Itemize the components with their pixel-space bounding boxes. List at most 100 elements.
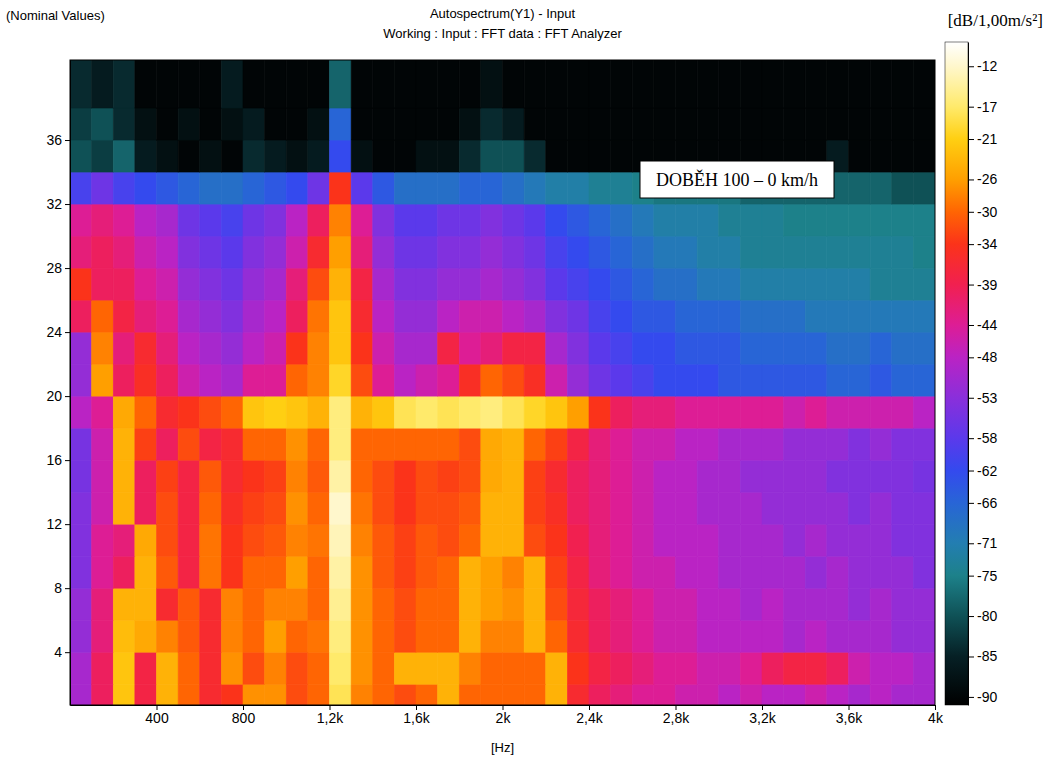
heatmap-cell xyxy=(286,268,308,300)
colorbar-axis-line xyxy=(968,43,969,706)
heatmap-cell xyxy=(503,620,525,652)
heatmap-cell xyxy=(221,108,243,140)
heatmap-cell xyxy=(697,300,719,332)
heatmap-cell xyxy=(373,364,395,396)
heatmap-cell xyxy=(157,684,179,705)
colorbar-tick: -44 xyxy=(968,317,997,333)
heatmap-cell xyxy=(719,428,741,460)
heatmap-cell xyxy=(459,556,481,588)
heatmap-cell xyxy=(330,172,352,204)
y-tick-label: 36 xyxy=(46,132,62,148)
heatmap-cell xyxy=(697,620,719,652)
heatmap-cell xyxy=(913,428,935,460)
heatmap-cell xyxy=(330,364,352,396)
heatmap-cell xyxy=(394,428,416,460)
heatmap-cell xyxy=(589,460,611,492)
y-tick-label: 4 xyxy=(54,644,62,660)
heatmap-cell xyxy=(676,556,698,588)
colorbar-tick-mark xyxy=(968,285,974,286)
heatmap-cell xyxy=(740,620,762,652)
heatmap-cell xyxy=(654,332,676,364)
heatmap-cell xyxy=(70,268,92,300)
heatmap-cell xyxy=(524,60,546,108)
heatmap-cell xyxy=(503,332,525,364)
heatmap-cell xyxy=(740,556,762,588)
colorbar-tick-label: -71 xyxy=(977,535,997,551)
heatmap-cell xyxy=(805,652,827,684)
heatmap-cell xyxy=(567,268,589,300)
y-tick: 16 xyxy=(46,452,70,468)
heatmap-cell xyxy=(459,60,481,108)
heatmap-cell xyxy=(351,460,373,492)
heatmap-cell xyxy=(351,364,373,396)
heatmap-cell xyxy=(632,364,654,396)
heatmap-cell xyxy=(762,364,784,396)
heatmap-cell xyxy=(611,492,633,524)
heatmap-cell xyxy=(243,172,265,204)
heatmap-cell xyxy=(330,428,352,460)
heatmap-cell xyxy=(503,204,525,236)
heatmap-cell xyxy=(373,140,395,172)
heatmap-cell xyxy=(351,332,373,364)
colorbar-tick: -39 xyxy=(968,277,997,293)
heatmap-cell xyxy=(827,236,849,268)
heatmap-cell xyxy=(740,460,762,492)
colorbar-tick-mark xyxy=(968,212,974,213)
heatmap-cell xyxy=(308,60,330,108)
heatmap-cell xyxy=(221,140,243,172)
heatmap-cell xyxy=(373,684,395,705)
heatmap-cell xyxy=(265,60,287,108)
heatmap-cell xyxy=(394,684,416,705)
heatmap-cell xyxy=(416,236,438,268)
heatmap-cell xyxy=(740,652,762,684)
heatmap-cell xyxy=(740,684,762,705)
heatmap-cell xyxy=(827,396,849,428)
heatmap-cell xyxy=(351,684,373,705)
heatmap-cell xyxy=(308,204,330,236)
colorbar-tick-mark xyxy=(968,438,974,439)
heatmap-cell xyxy=(589,172,611,204)
heatmap-cell xyxy=(503,492,525,524)
heatmap-cell xyxy=(70,140,92,172)
heatmap-cell xyxy=(849,492,871,524)
heatmap-cell xyxy=(503,172,525,204)
heatmap-cell xyxy=(524,108,546,140)
colorbar-label: [dB/1,00m/s²] xyxy=(948,11,1043,30)
heatmap-cell xyxy=(265,108,287,140)
heatmap-cell xyxy=(849,556,871,588)
y-tick-label: 28 xyxy=(46,260,62,276)
heatmap-cell xyxy=(719,684,741,705)
heatmap-cell xyxy=(567,524,589,556)
y-tick-mark xyxy=(65,652,70,653)
heatmap-cell xyxy=(654,524,676,556)
heatmap-cell xyxy=(870,524,892,556)
heatmap-cell xyxy=(243,396,265,428)
heatmap-cell xyxy=(416,268,438,300)
heatmap-cell xyxy=(481,140,503,172)
heatmap-cell xyxy=(589,556,611,588)
heatmap-cell xyxy=(589,492,611,524)
heatmap-cell xyxy=(892,460,914,492)
heatmap-cell xyxy=(697,204,719,236)
y-tick-label: 20 xyxy=(46,388,62,404)
heatmap-cell xyxy=(178,620,200,652)
heatmap-cell xyxy=(567,588,589,620)
heatmap-cell xyxy=(546,140,568,172)
heatmap-cell xyxy=(892,492,914,524)
heatmap-cell xyxy=(697,364,719,396)
colorbar-tick-label: -21 xyxy=(977,131,997,147)
heatmap-cell xyxy=(351,236,373,268)
heatmap-cell xyxy=(849,460,871,492)
heatmap-cell xyxy=(546,460,568,492)
heatmap-cell xyxy=(70,236,92,268)
heatmap-cell xyxy=(221,332,243,364)
colorbar-tick: -48 xyxy=(968,349,997,365)
heatmap-cell xyxy=(611,396,633,428)
heatmap-cell xyxy=(221,268,243,300)
heatmap-cell xyxy=(827,460,849,492)
heatmap-cell xyxy=(632,108,654,140)
heatmap-cell xyxy=(113,684,135,705)
heatmap-cell xyxy=(394,300,416,332)
heatmap-cell xyxy=(719,492,741,524)
heatmap-cell xyxy=(892,332,914,364)
